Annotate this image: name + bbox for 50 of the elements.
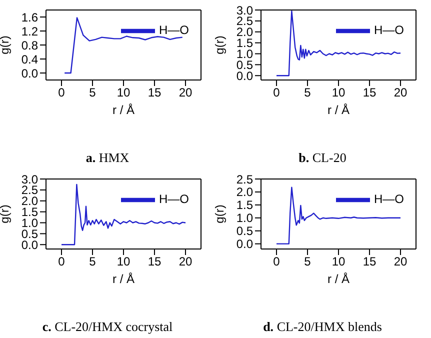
legend-label: H—O bbox=[159, 192, 189, 206]
y-tick-label: 0.4 bbox=[21, 52, 38, 66]
x-axis-title: r / Å bbox=[327, 103, 350, 117]
x-axis-title: r / Å bbox=[327, 272, 350, 286]
x-axis-title: r / Å bbox=[112, 103, 135, 117]
text: b. CL-20 bbox=[298, 150, 348, 166]
x-tick-label: 15 bbox=[148, 86, 162, 100]
y-axis-title: g(r) bbox=[212, 36, 226, 54]
x-tick-label: 0 bbox=[273, 86, 280, 100]
x-tick-label: 20 bbox=[178, 86, 192, 100]
y-axis-title: g(r) bbox=[0, 204, 12, 224]
x-tick-label: 0 bbox=[58, 86, 66, 100]
y-tick-label: 1.5 bbox=[236, 198, 254, 212]
y-axis-title: g(r) bbox=[0, 36, 12, 54]
x-tick-label: 15 bbox=[362, 254, 376, 269]
legend-label: H—O bbox=[374, 192, 404, 206]
x-tick-label: 0 bbox=[273, 254, 280, 269]
x-axis-title: r / Å bbox=[112, 272, 135, 286]
x-tick-label: 5 bbox=[89, 86, 96, 100]
x-tick-label: 10 bbox=[332, 86, 346, 100]
y-axis-title: g(r) bbox=[212, 204, 226, 224]
x-tick-label: 0 bbox=[58, 254, 66, 269]
y-tick-label: 0.5 bbox=[236, 224, 254, 238]
y-tick-label: 0.0 bbox=[21, 66, 38, 80]
x-tick-label: 20 bbox=[394, 86, 408, 100]
x-tick-label: 5 bbox=[304, 86, 312, 100]
legend-label: H—O bbox=[374, 23, 404, 38]
x-tick-label: 10 bbox=[332, 254, 346, 269]
x-tick-label: 15 bbox=[148, 254, 162, 269]
y-tick-label: 0.0 bbox=[236, 237, 254, 252]
y-tick-label: 2.0 bbox=[236, 185, 254, 200]
x-tick-label: 15 bbox=[362, 86, 376, 100]
x-tick-label: 10 bbox=[116, 86, 130, 100]
y-tick-label: 0.8 bbox=[21, 38, 38, 52]
x-tick-label: 20 bbox=[178, 254, 192, 269]
line-series bbox=[276, 186, 402, 244]
y-tick-label: 1.2 bbox=[21, 24, 38, 38]
text: d. CL-20/HMX blends bbox=[262, 319, 383, 335]
y-tick-label: 1.6 bbox=[21, 10, 38, 24]
y-tick-label: 2.5 bbox=[236, 172, 254, 186]
y-tick-label: 1.0 bbox=[236, 211, 254, 226]
text: c. CL-20/HMX cocrystal bbox=[41, 319, 174, 335]
x-tick-label: 20 bbox=[394, 254, 408, 269]
line-series bbox=[60, 184, 186, 246]
x-tick-label: 5 bbox=[89, 254, 96, 269]
line-series bbox=[276, 10, 402, 76]
x-tick-label: 10 bbox=[116, 254, 130, 269]
legend-label: H—O bbox=[159, 23, 189, 38]
x-tick-label: 5 bbox=[304, 254, 312, 269]
text: a. HMX bbox=[84, 150, 130, 166]
